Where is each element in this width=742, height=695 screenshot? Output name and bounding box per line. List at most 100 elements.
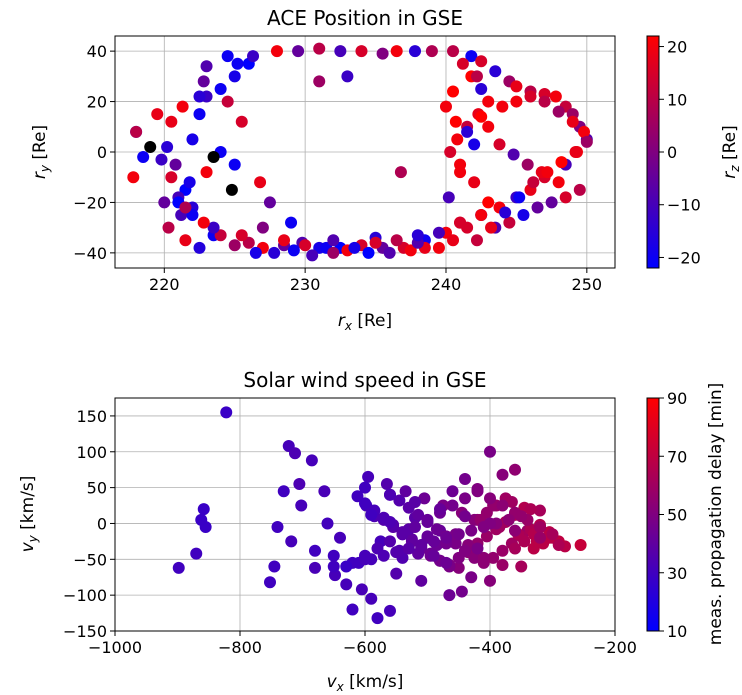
position-data-point xyxy=(197,216,210,229)
position-data-point xyxy=(369,236,382,249)
position-data-point xyxy=(524,90,537,103)
position-data-point xyxy=(355,45,368,58)
position-data-point xyxy=(327,246,340,259)
position-x-tick-label: 250 xyxy=(572,275,603,294)
speed-data-point xyxy=(384,535,396,548)
position-data-point xyxy=(517,209,530,222)
speed-data-point xyxy=(359,497,371,510)
speed-data-point xyxy=(455,585,468,598)
speed-x-tick-label: −200 xyxy=(593,638,637,657)
speed-y-tick-label: −50 xyxy=(73,550,107,569)
position-data-point xyxy=(287,244,300,257)
speed-data-point xyxy=(359,553,371,566)
position-data-point xyxy=(207,221,220,234)
position-data-point xyxy=(545,196,558,209)
position-data-point xyxy=(242,236,255,249)
position-data-point xyxy=(555,156,568,169)
position-data-point xyxy=(503,216,516,229)
speed-data-point xyxy=(440,556,453,569)
speed-data-point xyxy=(459,544,471,557)
position-data-point xyxy=(193,108,206,121)
speed-data-point xyxy=(197,503,210,516)
position-data-point xyxy=(566,115,579,128)
position-colorbar-tick-label: −10 xyxy=(667,196,701,215)
position-data-point xyxy=(493,138,506,151)
speed-data-point xyxy=(449,537,462,550)
position-data-point xyxy=(231,57,244,70)
speed-data-point xyxy=(496,499,509,512)
speed-data-point xyxy=(534,521,546,534)
position-data-point xyxy=(130,125,143,138)
position-data-point xyxy=(254,176,267,189)
position-data-point xyxy=(341,70,354,83)
position-data-point xyxy=(179,234,192,247)
speed-data-point xyxy=(285,535,298,548)
speed-data-point xyxy=(321,517,334,530)
speed-data-point xyxy=(396,528,409,541)
position-data-point xyxy=(425,45,438,58)
speed-x-tick-label: −400 xyxy=(468,638,512,657)
position-data-point xyxy=(409,45,421,58)
position-data-point xyxy=(193,90,206,103)
speed-data-point xyxy=(277,485,290,498)
speed-data-point xyxy=(399,485,412,498)
position-data-point xyxy=(228,158,241,171)
speed-data-point xyxy=(502,513,515,526)
position-data-point xyxy=(559,191,572,204)
position-data-point xyxy=(327,234,340,247)
position-colorbar-tick-label: −20 xyxy=(667,248,701,267)
speed-y-tick-label: 150 xyxy=(76,407,107,426)
speed-x-tick-label: −800 xyxy=(218,638,262,657)
position-data-point xyxy=(447,85,460,98)
position-data-point xyxy=(475,209,488,222)
speed-data-point xyxy=(305,454,318,467)
position-data-point xyxy=(137,151,150,164)
position-chart-title: ACE Position in GSE xyxy=(267,6,463,30)
speed-data-point xyxy=(264,576,276,589)
speed-data-point xyxy=(459,473,471,486)
position-colorbar-ticks: −20 −10 0 10 20 xyxy=(659,38,701,267)
speed-data-point xyxy=(377,549,390,562)
speed-colorbar-ticks: 10 30 50 70 90 xyxy=(659,389,687,641)
speed-data-point xyxy=(484,445,496,458)
position-data-point xyxy=(334,45,347,58)
speed-data-point xyxy=(359,481,371,494)
position-data-point xyxy=(270,45,283,58)
position-y-tick-label: −20 xyxy=(73,193,107,212)
speed-data-point xyxy=(334,531,346,544)
speed-data-point xyxy=(355,583,368,596)
position-data-point xyxy=(313,42,326,55)
position-data-point xyxy=(228,70,241,83)
position-data-point xyxy=(169,158,182,171)
speed-data-point xyxy=(295,499,308,512)
position-data-point xyxy=(578,125,591,138)
position-data-point xyxy=(447,234,460,247)
position-data-point xyxy=(193,241,206,254)
speed-data-point xyxy=(289,447,301,460)
speed-data-point xyxy=(452,528,465,541)
speed-data-point xyxy=(318,485,331,498)
speed-data-point xyxy=(465,524,478,537)
position-data-point xyxy=(447,45,460,58)
speed-data-point xyxy=(421,513,434,526)
speed-data-point xyxy=(172,561,185,574)
speed-data-point xyxy=(471,542,484,555)
position-data-point xyxy=(394,166,407,179)
position-data-point xyxy=(285,216,298,229)
position-data-point xyxy=(383,246,396,259)
speed-data-point xyxy=(415,574,428,587)
speed-y-tick-label: 50 xyxy=(87,479,107,498)
position-points xyxy=(127,42,593,262)
speed-colorbar-tick-label: 10 xyxy=(667,622,687,641)
position-data-point xyxy=(249,246,262,259)
speed-data-point xyxy=(412,508,425,521)
speed-data-point xyxy=(293,478,306,491)
position-data-point xyxy=(573,183,586,196)
position-data-point xyxy=(306,249,319,262)
position-data-point xyxy=(510,95,523,108)
speed-data-point xyxy=(505,495,518,508)
speed-y-tick-label: 0 xyxy=(97,514,107,533)
position-data-point xyxy=(390,45,403,58)
position-data-point xyxy=(465,50,478,63)
speed-data-point xyxy=(384,516,396,529)
